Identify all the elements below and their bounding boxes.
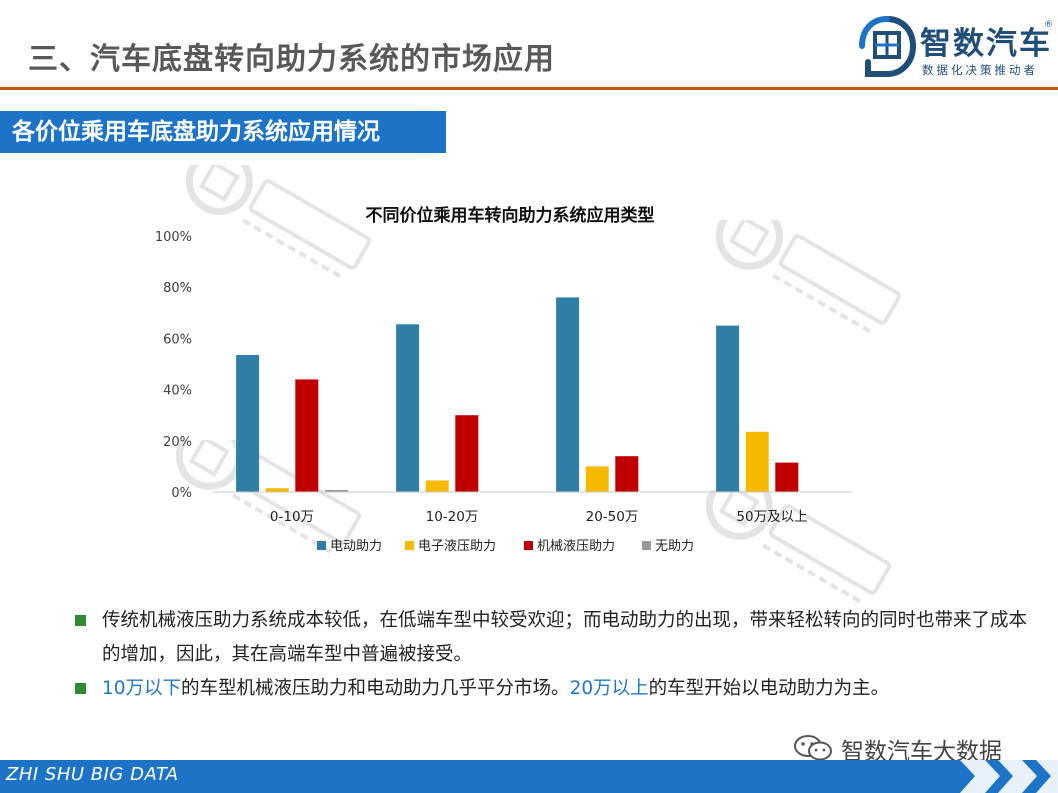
brand-registered-mark: ® — [1044, 20, 1053, 30]
brand-logo: 智数汽车 ® 数据化决策推动者 — [858, 16, 1054, 82]
section-title: 各价位乘用车底盘助力系统应用情况 — [0, 111, 446, 153]
bar — [775, 462, 799, 492]
legend-swatch — [642, 541, 651, 550]
bar — [585, 466, 609, 492]
footer-bar — [0, 760, 1058, 793]
bar — [324, 490, 348, 492]
bullet-list: 传统机械液压助力系统成本较低，在低端车型中较受欢迎；而电动助力的出现，带来轻松转… — [72, 604, 1032, 706]
brand-emblem-icon — [859, 16, 916, 77]
bar — [396, 324, 420, 492]
x-tick-label: 0-10万 — [270, 509, 314, 525]
y-tick-label: 60% — [163, 332, 192, 347]
bar — [745, 431, 769, 492]
bar-chart: 不同价位乘用车转向助力系统应用类型 0% 20% 40% 60% 80% 100% 0-1… — [155, 205, 852, 554]
bar — [556, 297, 580, 492]
bar — [236, 355, 260, 492]
wechat-icon — [794, 735, 832, 761]
y-tick-label: 100% — [155, 230, 192, 245]
x-tick-label: 10-20万 — [426, 509, 479, 525]
bullet-item: 传统机械液压助力系统成本较低，在低端车型中较受欢迎；而电动助力的出现，带来轻松转… — [72, 604, 1032, 672]
chart-title: 不同价位乘用车转向助力系统应用类型 — [366, 205, 655, 226]
legend-swatch — [317, 541, 326, 550]
bar — [455, 415, 479, 492]
bar — [425, 480, 449, 492]
highlight-text: 20万以上 — [569, 678, 649, 699]
x-tick-label: 50万及以上 — [736, 509, 807, 525]
legend-label: 机械液压助力 — [537, 539, 615, 554]
bullet-item: 10万以下的车型机械液压助力和电动助力几乎平分市场。20万以上的车型开始以电动助… — [72, 672, 1032, 706]
footer-text: ZHI SHU BIG DATA — [6, 764, 179, 785]
bar — [716, 325, 740, 492]
page-title: 三、汽车底盘转向助力系统的市场应用 — [28, 42, 555, 77]
bullet-text: 的车型开始以电动助力为主。 — [648, 678, 890, 699]
legend-label: 电子液压助力 — [418, 539, 496, 554]
wechat-account: 智数汽车大数据 — [793, 732, 1033, 765]
y-tick-label: 40% — [163, 384, 192, 399]
bar — [295, 379, 319, 492]
title-divider — [0, 87, 1058, 90]
bar — [265, 488, 289, 492]
legend-label: 电动助力 — [330, 539, 382, 554]
y-tick-label: 20% — [163, 435, 192, 450]
brand-slogan: 数据化决策推动者 — [922, 63, 1038, 77]
bar — [615, 456, 639, 492]
bullet-square-icon — [75, 615, 86, 626]
y-tick-label: 0% — [171, 486, 192, 501]
legend-swatch — [405, 541, 414, 550]
y-tick-label: 80% — [163, 281, 192, 296]
x-tick-label: 20-50万 — [586, 509, 639, 525]
bullet-text: 的车型机械液压助力和电动助力几乎平分市场。 — [181, 678, 570, 699]
legend-swatch — [524, 541, 533, 550]
bullet-text: 传统机械液压助力系统成本较低，在低端车型中较受欢迎；而电动助力的出现，带来轻松转… — [102, 610, 1028, 665]
brand-name: 智数汽车 — [920, 26, 1052, 62]
highlight-text: 10万以下 — [102, 678, 182, 699]
legend-label: 无助力 — [655, 539, 694, 554]
bullet-square-icon — [75, 683, 86, 694]
